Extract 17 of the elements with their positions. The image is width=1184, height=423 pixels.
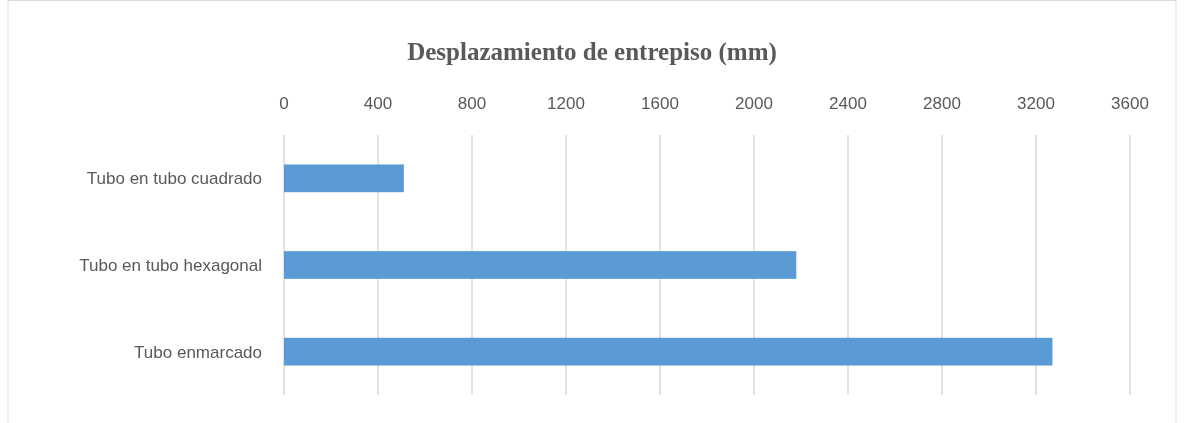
x-tick-label: 0 xyxy=(279,94,289,113)
bar xyxy=(284,337,1053,366)
x-tick-label: 3600 xyxy=(1111,94,1149,113)
y-tick-label: Tubo en tubo cuadrado xyxy=(86,169,262,189)
x-tick-label: 800 xyxy=(457,94,487,113)
x-tick-label: 1600 xyxy=(641,94,679,113)
x-tick-label: 2800 xyxy=(923,94,961,113)
y-tick-label: Tubo en tubo hexagonal xyxy=(79,255,262,275)
bar xyxy=(284,251,797,279)
x-tick-label: 3200 xyxy=(1017,94,1055,113)
x-tick-label: 1200 xyxy=(547,94,585,113)
x-tick-label: 2000 xyxy=(735,94,773,113)
bar xyxy=(284,164,404,193)
x-tick-label: 2400 xyxy=(829,94,867,113)
y-tick-label: Tubo enmarcado xyxy=(134,342,262,362)
x-tick-label: 400 xyxy=(363,94,393,113)
chart-title: Desplazamiento de entrepiso (mm) xyxy=(407,38,777,66)
